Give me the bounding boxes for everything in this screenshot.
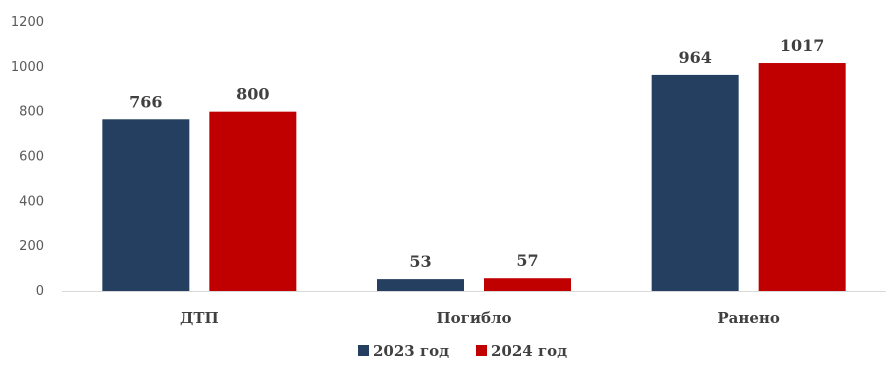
- bars: [102, 63, 846, 292]
- x-category-label: Погибло: [436, 309, 511, 327]
- bar-1-1: [102, 119, 190, 291]
- y-tick-label: 800: [19, 105, 44, 120]
- bar-2-2: [484, 278, 571, 291]
- data-label: 57: [516, 251, 538, 270]
- data-label: 766: [129, 92, 162, 111]
- y-tick-label: 1000: [11, 60, 44, 75]
- y-tick-label: 200: [19, 239, 44, 254]
- legend: 2023 год 2024 год: [358, 342, 567, 360]
- legend-swatch: [358, 345, 369, 356]
- y-tick-label: 400: [19, 194, 44, 209]
- bar-2-1: [209, 111, 297, 292]
- data-labels: 766 800 53 57 964 1017: [129, 36, 824, 271]
- x-axis: ДТП Погибло Ранено: [180, 309, 780, 327]
- y-tick-label: 600: [19, 150, 44, 165]
- legend-swatch: [476, 345, 487, 356]
- data-label: 800: [236, 85, 269, 104]
- bar-1-2: [377, 279, 464, 291]
- bar-1-3: [651, 74, 739, 291]
- data-label: 1017: [780, 36, 825, 55]
- x-category-label: Ранено: [717, 309, 780, 327]
- legend-label: 2024 год: [491, 342, 567, 360]
- legend-label: 2023 год: [373, 342, 449, 360]
- bar-2-3: [758, 63, 846, 292]
- y-tick-label: 0: [36, 284, 44, 299]
- x-category-label: ДТП: [180, 309, 219, 327]
- y-axis: 0 200 400 600 800 1000 1200: [11, 15, 44, 299]
- y-tick-label: 1200: [11, 15, 44, 30]
- data-label: 964: [678, 48, 711, 67]
- data-label: 53: [409, 252, 431, 271]
